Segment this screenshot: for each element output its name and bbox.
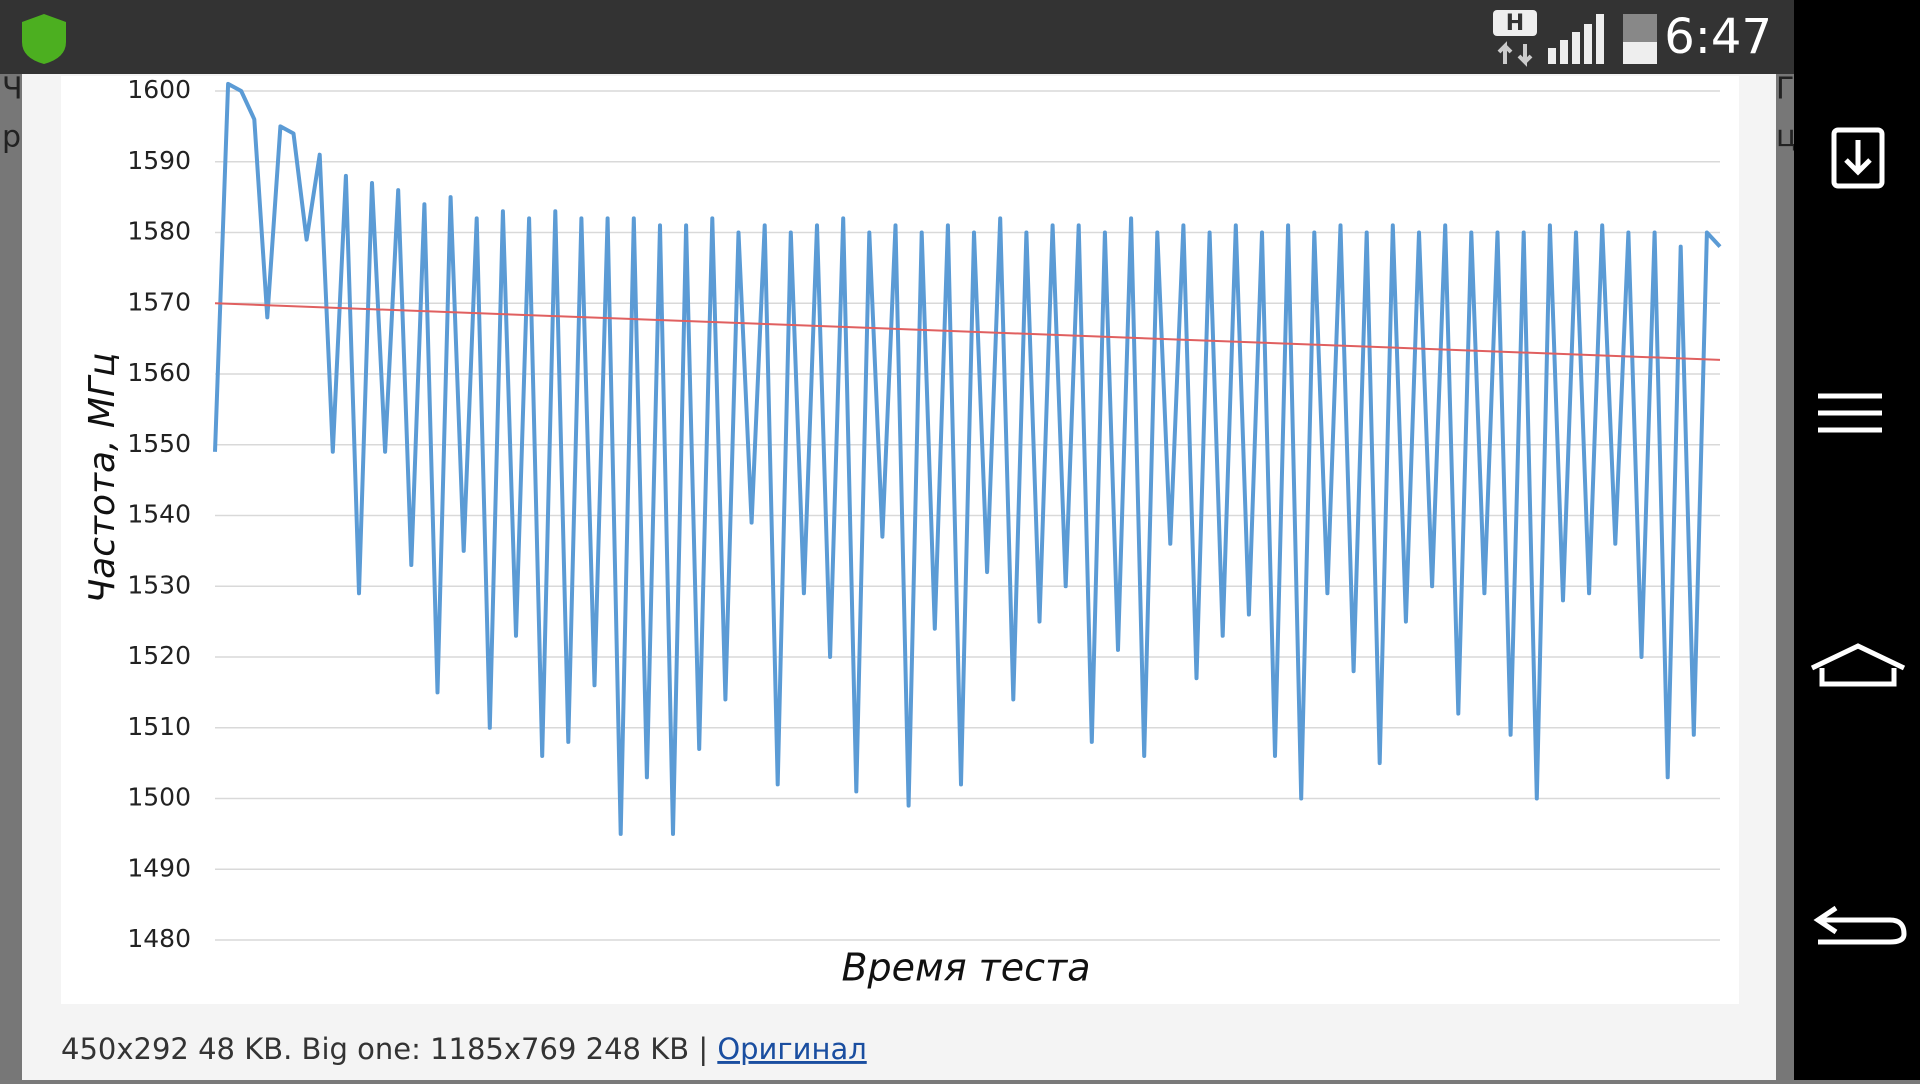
y-tick-label: 1530 [127,570,191,599]
bg-text: Г [1776,72,1794,107]
network-type: H [1506,11,1524,36]
chart-image [61,76,1739,1004]
series-line [214,302,1721,361]
network-badge [1493,10,1537,36]
plot: 1480 1490 1500 1510 1520 1530 1540 1550 1560 1570… [127,75,1722,953]
y-axis-title: Частота, МГц [82,352,123,603]
y-tick-label: 1490 [127,853,191,882]
app-icon [22,14,66,64]
y-tick-label: 1600 [127,75,191,104]
signal-icon [1548,14,1604,64]
back-button[interactable] [1813,905,1907,945]
bg-text: р [2,120,21,155]
caption-text: 450x292 48 KB. Big one: 1185x769 248 KB … [61,1032,717,1066]
original-link[interactable]: Оригинал [717,1032,866,1066]
home-button[interactable] [1810,643,1906,687]
y-tick-label: 1560 [127,358,191,387]
x-axis-title: Время теста [841,946,1090,990]
y-tick-label: 1550 [127,429,191,458]
series-line [213,81,1722,836]
download-button[interactable] [1831,127,1885,189]
nav-bar [1794,0,1920,1080]
y-tick-label: 1520 [127,641,191,670]
y-tick-label: 1500 [127,783,191,812]
y-tick-label: 1540 [127,500,191,529]
bg-text: Ч [2,72,23,107]
battery-level [1623,42,1657,64]
y-tick-label: 1570 [127,287,191,316]
caption: 450x292 48 KB. Big one: 1185x769 248 KB … [61,1032,867,1066]
bg-text: ц [1776,120,1796,155]
data-arrows [1497,41,1533,67]
menu-button[interactable] [1818,393,1882,433]
download-arrow [1844,140,1872,176]
y-tick-label: 1590 [127,146,191,175]
clock: 6:47 [1664,9,1772,65]
y-tick-label: 1580 [127,217,191,246]
y-tick-label: 1480 [127,924,191,953]
y-tick-label: 1510 [127,712,191,741]
